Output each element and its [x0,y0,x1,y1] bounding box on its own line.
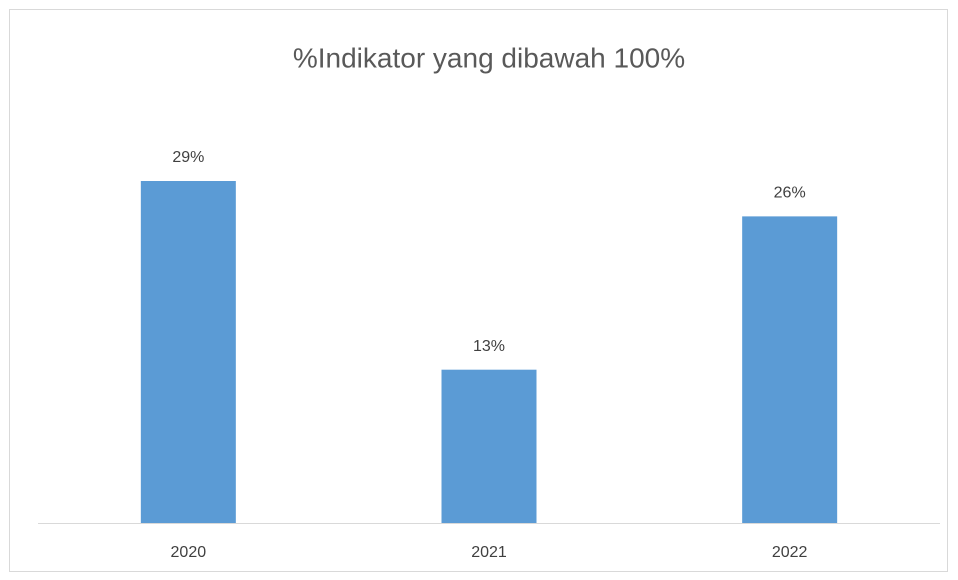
data-label: 26% [774,185,806,202]
bar [441,369,537,523]
bar [140,181,236,523]
bar [742,216,838,523]
data-label: 13% [473,338,505,355]
x-tick-label: 2022 [772,544,808,561]
x-tick-label: 2020 [171,544,207,561]
data-label: 29% [172,149,204,166]
x-tick-label: 2021 [471,544,507,561]
chart-title: %Indikator yang dibawah 100% [293,42,685,73]
